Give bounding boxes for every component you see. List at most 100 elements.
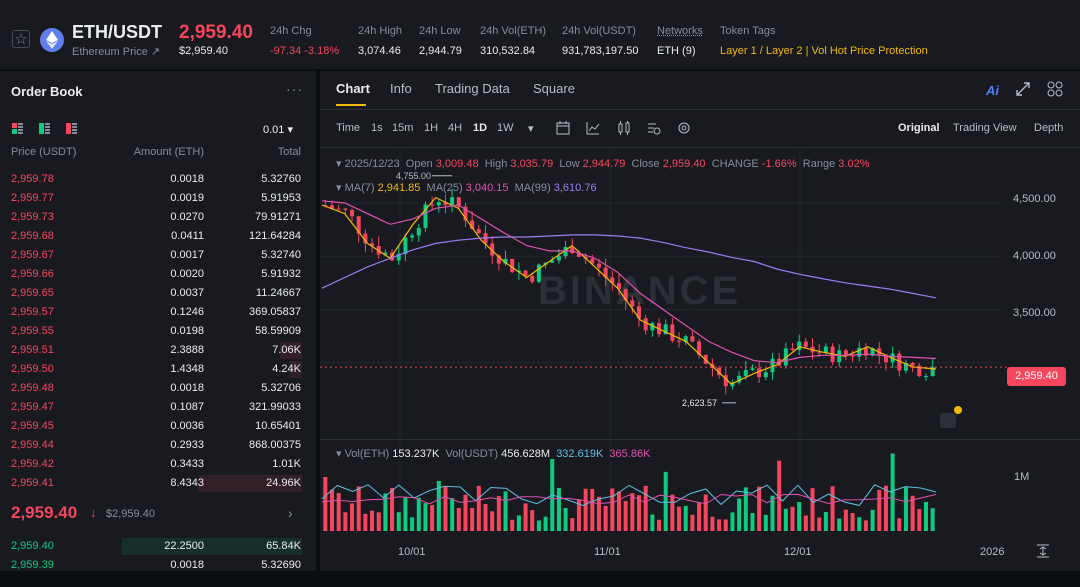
ask-row[interactable]: 2,959.44 0.2933 868.00375 xyxy=(0,436,316,455)
bids-only-view-icon[interactable] xyxy=(39,123,50,134)
indicator-chart-icon[interactable] xyxy=(585,120,601,136)
view-trading-view[interactable]: Trading View xyxy=(953,122,1017,134)
ask-row[interactable]: 2,959.66 0.0020 5.91932 xyxy=(0,265,316,284)
ohlc-range-label: Range xyxy=(802,158,836,170)
order-book-title: Order Book xyxy=(11,84,83,99)
amount-cell: 0.1246 xyxy=(170,306,204,318)
interval-4h[interactable]: 4H xyxy=(448,122,463,134)
price-chart[interactable]: 4,755.00 2,623.57 xyxy=(320,71,1080,571)
interval-1h[interactable]: 1H xyxy=(424,122,439,134)
volume-bar xyxy=(697,502,702,531)
eth-logo-icon xyxy=(40,28,64,52)
bid-row[interactable]: 2,959.40 22.2500 65.84K xyxy=(0,537,316,556)
ai-assistant-icon[interactable]: Ai xyxy=(986,83,999,98)
both-sides-view-icon[interactable] xyxy=(12,123,23,134)
tab-trading-data[interactable]: Trading Data xyxy=(435,81,510,96)
volume-bar xyxy=(396,512,401,531)
volume-bar xyxy=(837,518,842,531)
total-cell: 58.59909 xyxy=(255,325,301,337)
volume-bar xyxy=(410,517,415,531)
ma-line xyxy=(321,200,937,364)
ma99-label: MA(99) xyxy=(514,182,551,194)
ask-row[interactable]: 2,959.67 0.0017 5.32740 xyxy=(0,246,316,265)
stat-label: Token Tags xyxy=(720,25,776,37)
chevron-down-icon[interactable]: ▾ xyxy=(336,182,345,194)
candle-body xyxy=(850,355,855,357)
candle-body xyxy=(637,306,642,319)
amount-cell: 0.0270 xyxy=(170,211,204,223)
expand-icon[interactable] xyxy=(1016,82,1030,96)
ask-row[interactable]: 2,959.42 0.3433 1.01K xyxy=(0,455,316,474)
candle-body xyxy=(430,204,435,206)
ask-row[interactable]: 2,959.51 2.3888 7.06K xyxy=(0,341,316,360)
volume-bar xyxy=(536,520,541,531)
volume-bar xyxy=(890,453,895,531)
total-cell: 11.24667 xyxy=(255,287,301,299)
price-cell: 2,959.78 xyxy=(11,173,54,185)
tab-info[interactable]: Info xyxy=(390,81,412,96)
candle-body xyxy=(503,258,508,264)
volume-bar xyxy=(436,480,441,531)
chevron-right-icon[interactable]: › xyxy=(288,505,293,521)
volume-bar xyxy=(830,486,835,531)
favorite-star-icon[interactable]: ☆ xyxy=(12,30,30,48)
ask-row[interactable]: 2,959.77 0.0019 5.91953 xyxy=(0,189,316,208)
gear-icon[interactable] xyxy=(676,120,692,136)
chevron-down-icon[interactable]: ▾ xyxy=(336,448,345,460)
candle-body xyxy=(683,336,688,342)
volume-bar xyxy=(717,519,722,531)
interval-15m[interactable]: 15m xyxy=(392,122,414,134)
ask-row[interactable]: 2,959.41 8.4343 24.96K xyxy=(0,474,316,493)
candle-body xyxy=(670,324,675,341)
stat-token-tags[interactable]: Token Tags Layer 1 / Layer 2 | Vol Hot P… xyxy=(720,25,928,57)
bid-row[interactable]: 2,959.39 0.0018 5.32690 xyxy=(0,556,316,575)
interval-1s[interactable]: 1s xyxy=(371,122,383,134)
ohlc-range: 3.02% xyxy=(838,158,870,170)
column-header-price: Price (USDT) xyxy=(11,146,77,158)
calendar-icon[interactable] xyxy=(555,120,571,136)
total-cell: 5.32690 xyxy=(261,559,301,571)
candle-body xyxy=(923,375,928,377)
settings-list-icon[interactable] xyxy=(646,120,662,136)
stat-networks[interactable]: Networks ETH (9) xyxy=(657,25,703,57)
ask-row[interactable]: 2,959.55 0.0198 58.59909 xyxy=(0,322,316,341)
ask-row[interactable]: 2,959.47 0.1087 321.99033 xyxy=(0,398,316,417)
tab-chart[interactable]: Chart xyxy=(336,81,370,96)
total-cell: 5.32760 xyxy=(261,173,301,185)
chevron-down-icon[interactable]: ▾ xyxy=(336,158,345,170)
pair-symbol[interactable]: ETH/USDT xyxy=(72,22,162,42)
pair-subtitle[interactable]: Ethereum Price ↗ xyxy=(72,46,161,58)
candle-style-icon[interactable] xyxy=(616,120,632,136)
interval-more-dropdown[interactable]: ▾ xyxy=(528,123,534,135)
high-marker-label: 4,755.00 xyxy=(396,171,431,181)
tab-square[interactable]: Square xyxy=(533,81,575,96)
volume-bar xyxy=(670,494,675,531)
ask-row[interactable]: 2,959.68 0.0411 121.64284 xyxy=(0,227,316,246)
view-depth[interactable]: Depth xyxy=(1034,122,1064,134)
ask-row[interactable]: 2,959.48 0.0018 5.32706 xyxy=(0,379,316,398)
ask-row[interactable]: 2,959.65 0.0037 11.24667 xyxy=(0,284,316,303)
view-original[interactable]: Original xyxy=(898,122,940,134)
ask-row[interactable]: 2,959.50 1.4348 4.24K xyxy=(0,360,316,379)
volume-bar xyxy=(443,486,448,531)
ask-row[interactable]: 2,959.78 0.0018 5.32760 xyxy=(0,170,316,189)
asks-only-view-icon[interactable] xyxy=(66,123,77,134)
reset-scale-icon[interactable] xyxy=(1036,544,1050,558)
volume-bar xyxy=(490,511,495,531)
interval-1w[interactable]: 1W xyxy=(497,122,514,134)
interval-1d[interactable]: 1D xyxy=(473,122,488,134)
more-options-icon[interactable]: ··· xyxy=(286,81,303,97)
stat-value[interactable]: Layer 1 / Layer 2 | Vol Hot Price Protec… xyxy=(720,45,928,57)
total-cell: 5.32706 xyxy=(261,382,301,394)
stat-value: -97.34 -3.18% xyxy=(270,45,340,57)
volume-bar xyxy=(843,509,848,531)
ask-row[interactable]: 2,959.45 0.0036 10.65401 xyxy=(0,417,316,436)
candle-body xyxy=(510,258,515,273)
ask-row[interactable]: 2,959.57 0.1246 369.05837 xyxy=(0,303,316,322)
stat-24h-vol-eth: 24h Vol(ETH) 310,532.84 xyxy=(480,25,546,57)
interval-time[interactable]: Time xyxy=(336,122,361,134)
layout-grid-icon[interactable] xyxy=(1047,81,1063,97)
market-header: ☆ ETH/USDT Ethereum Price ↗ 2,959.40 $2,… xyxy=(0,0,1080,70)
tick-size-select[interactable]: 0.01 ▾ xyxy=(263,124,293,136)
ask-row[interactable]: 2,959.73 0.0270 79.91271 xyxy=(0,208,316,227)
